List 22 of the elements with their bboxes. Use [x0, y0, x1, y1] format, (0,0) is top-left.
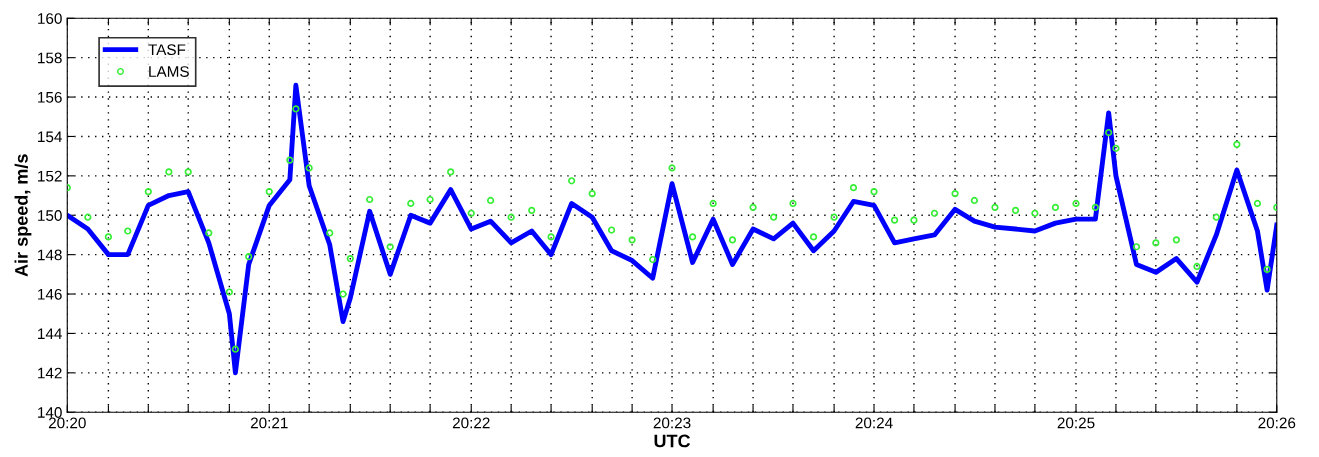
y-tick-label: 140 [38, 407, 62, 418]
y-tick-label: 152 [38, 170, 62, 182]
x-tick-label: 20:26 [1258, 417, 1296, 429]
x-tick-label: 20:23 [653, 417, 691, 429]
y-tick-label: 150 [38, 210, 62, 221]
legend-label: TASF [148, 44, 186, 56]
y-tick-label: 142 [38, 367, 62, 379]
y-tick-label: 148 [38, 249, 62, 261]
y-tick-label: 158 [38, 52, 62, 64]
x-tick-label: 20:20 [48, 417, 86, 429]
x-tick-label: 20:22 [452, 417, 490, 429]
y-tick-label: 144 [38, 328, 62, 339]
y-tick-label: 154 [38, 131, 62, 143]
x-axis-title: UTC [654, 434, 691, 448]
x-tick-label: 20:24 [855, 417, 893, 429]
y-axis-title: Air speed, m/s [14, 154, 32, 277]
y-tick-label: 146 [38, 288, 62, 300]
x-tick-label: 20:21 [250, 417, 288, 429]
legend-label: LAMS [149, 66, 189, 77]
y-tick-label: 160 [38, 13, 62, 24]
x-tick-label: 20:25 [1057, 417, 1095, 429]
y-tick-label: 156 [38, 91, 62, 103]
